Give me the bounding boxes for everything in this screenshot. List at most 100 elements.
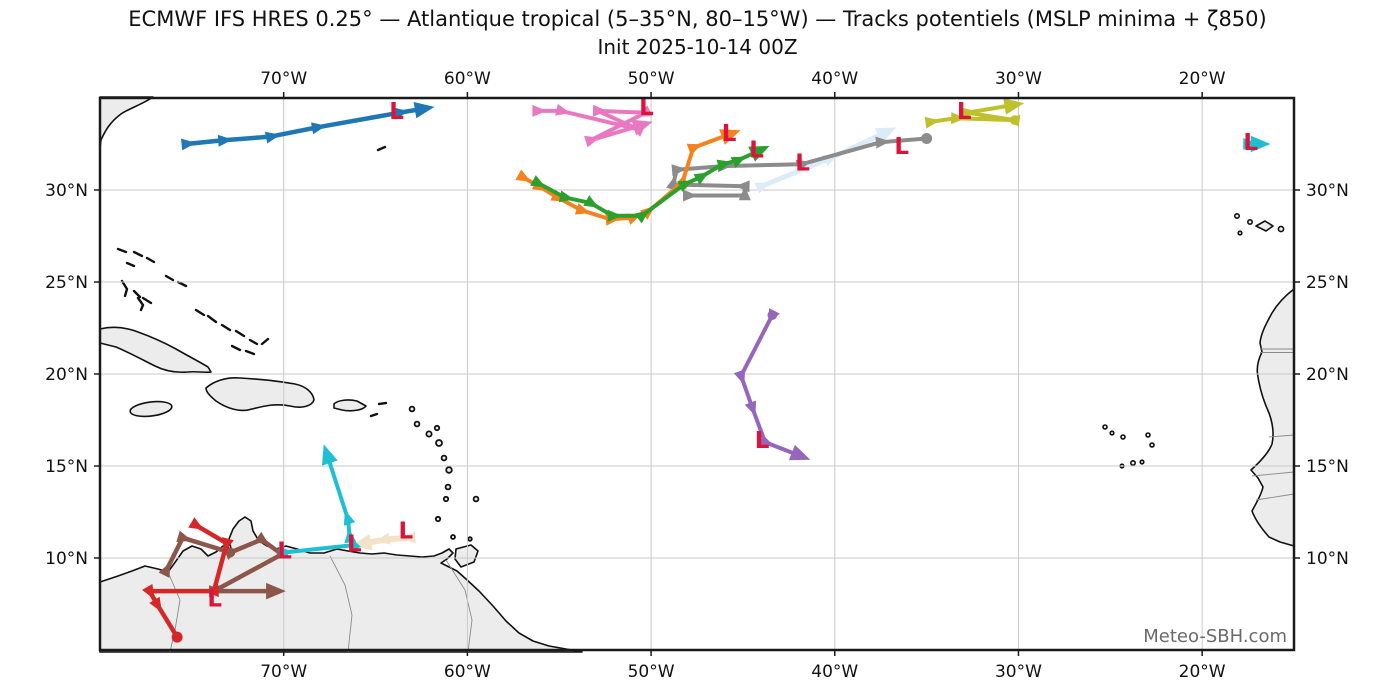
track-arrow-icon xyxy=(375,532,391,545)
track-arrow-icon xyxy=(149,596,162,613)
track-arrow-icon xyxy=(795,159,811,172)
lat-tick-label: 15°N xyxy=(1306,457,1349,477)
lon-tick-label: 40°W xyxy=(811,662,858,682)
bermuda-island xyxy=(376,145,387,152)
track-arrow-icon xyxy=(158,562,171,578)
track-arrow-icon xyxy=(875,136,891,149)
track-arrow-icon xyxy=(788,444,811,461)
coastline-hispaniola xyxy=(205,377,315,412)
canary-islands xyxy=(1234,213,1285,236)
track-arrow-icon xyxy=(574,203,591,215)
track-arrow-icon xyxy=(254,531,270,546)
track-line xyxy=(520,132,731,222)
track-arrow-icon xyxy=(671,164,687,177)
track-point-dot xyxy=(1009,115,1020,125)
grid-layer xyxy=(100,98,1294,650)
track-arrow-icon xyxy=(730,156,747,168)
track-arrow-icon xyxy=(951,112,966,125)
track-line xyxy=(535,108,648,143)
storm-track-gray: LL xyxy=(666,132,933,202)
lon-tick-label: 30°W xyxy=(995,662,1042,682)
lon-tick-label: 30°W xyxy=(995,69,1042,89)
coastline-africa xyxy=(1250,288,1295,547)
track-arrow-icon xyxy=(961,107,977,120)
track-arrow-icon xyxy=(693,172,709,185)
track-arrow-icon xyxy=(322,444,338,466)
track-arrow-icon xyxy=(176,530,192,543)
storm-track-olive: L xyxy=(924,98,1025,129)
track-arrow-icon xyxy=(924,116,940,129)
track-arrow-icon xyxy=(744,400,757,417)
track-arrow-icon xyxy=(217,134,233,147)
virgin-islands xyxy=(369,401,388,418)
track-arrow-icon xyxy=(677,180,693,192)
storm-track-green: L xyxy=(530,138,770,224)
track-arrow-icon xyxy=(719,129,741,145)
lat-tick-label: 25°N xyxy=(45,273,88,293)
low-pressure-marker: L xyxy=(389,99,404,125)
lat-tick-label: 10°N xyxy=(1306,549,1349,569)
track-arrow-icon xyxy=(532,104,547,117)
lat-tick-label: 20°N xyxy=(45,365,88,385)
low-pressure-marker: L xyxy=(1243,130,1258,156)
track-arrow-icon xyxy=(637,105,653,117)
track-arrow-icon xyxy=(1003,98,1025,115)
track-arrow-icon xyxy=(400,531,416,544)
lesser-antilles-islands xyxy=(408,405,480,542)
track-line xyxy=(928,103,1017,124)
track-arrow-icon xyxy=(343,510,356,526)
track-arrow-icon xyxy=(584,135,600,148)
plot-frame xyxy=(98,96,1296,652)
track-arrow-icon xyxy=(530,175,546,188)
track-end-dot xyxy=(921,132,933,144)
track-arrow-icon xyxy=(278,547,294,559)
track-arrow-icon xyxy=(738,185,751,201)
lon-tick-label: 50°W xyxy=(628,662,675,682)
track-arrow-icon xyxy=(754,182,771,194)
track-arrow-icon xyxy=(181,138,196,151)
lat-tick-label: 30°N xyxy=(1306,181,1349,201)
track-arrow-icon xyxy=(311,122,327,135)
track-point-dot xyxy=(225,547,236,558)
storm-track-pink: L xyxy=(532,95,654,148)
storm-track-blue: L xyxy=(181,99,435,151)
track-end-dot xyxy=(171,631,183,643)
track-arrow-icon xyxy=(142,584,155,600)
coastline-us-southeast xyxy=(99,96,154,149)
figure-title: ECMWF IFS HRES 0.25° — Atlantique tropic… xyxy=(128,7,1267,31)
track-arrow-icon xyxy=(264,131,281,144)
low-pressure-marker: L xyxy=(755,428,770,454)
track-arrow-icon xyxy=(733,369,746,385)
low-pressure-marker: L xyxy=(398,518,413,544)
low-pressure-marker: L xyxy=(722,121,737,147)
low-pressure-marker: L xyxy=(749,138,764,164)
low-pressure-marker: L xyxy=(894,134,909,160)
track-line xyxy=(739,313,800,457)
low-pressure-marker: L xyxy=(277,539,292,565)
track-arrow-icon xyxy=(222,537,234,553)
cape-verde-islands xyxy=(1102,424,1155,469)
storm-track-pale-blue xyxy=(754,127,897,194)
track-arrow-icon xyxy=(558,190,575,203)
track-arrow-icon xyxy=(1243,138,1258,150)
track-arrow-icon xyxy=(393,107,409,120)
track-arrow-icon xyxy=(592,104,608,117)
lat-tick-label: 25°N xyxy=(1306,273,1349,293)
track-arrow-icon xyxy=(515,169,531,182)
storm-track-wheat: L xyxy=(351,518,416,551)
lon-tick-label: 70°W xyxy=(260,69,307,89)
track-arrow-icon xyxy=(555,103,571,116)
lon-tick-label: 20°W xyxy=(1179,662,1226,682)
lat-tick-label: 30°N xyxy=(45,181,88,201)
coastline-jamaica xyxy=(129,400,173,418)
lon-tick-label: 20°W xyxy=(1179,69,1226,89)
lon-tick-label: 60°W xyxy=(444,662,491,682)
track-line xyxy=(281,454,356,555)
track-arrow-icon xyxy=(188,517,204,530)
track-arrow-icon xyxy=(631,119,653,136)
track-arrow-icon xyxy=(686,143,703,155)
bahamas-islands xyxy=(116,247,270,356)
